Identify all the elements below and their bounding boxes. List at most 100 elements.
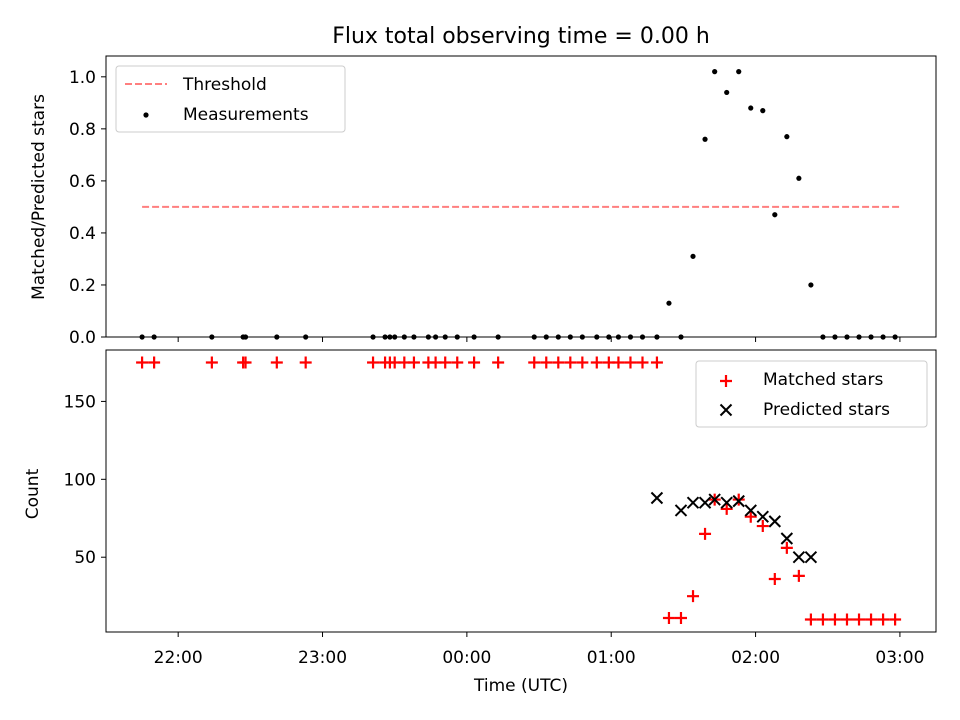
bottom-data-point [624,356,637,369]
bottom-data-point [744,510,757,523]
top-data-point [808,282,814,288]
bottom-data-point [853,613,866,626]
bottom-data-point [840,613,853,626]
bottom-data-point [780,541,793,554]
legend-threshold-label: Threshold [182,75,267,95]
bottom-data-point [636,356,649,369]
bottom-data-point [451,356,464,369]
bottom-data-point [708,493,721,506]
x-axis-label: Time (UTC) [473,676,568,696]
legend-matched-swatch [720,375,732,387]
chart-title: Flux total observing time = 0.00 h [332,24,710,49]
bottom-panel: 22:00 23:00 00:00 01:00 02:00 03:00 50 100 150 Ma… [64,349,937,668]
top-data-point [748,105,754,111]
bottom-data-point [792,569,805,582]
legend-measurements-swatch [143,112,149,118]
bottom-series-plus [136,356,902,626]
x-tick-label: 00:00 [442,648,491,668]
bottom-data-point [650,491,664,505]
x-tick-label: 02:00 [731,648,780,668]
bottom-y-tick-label: 50 [74,548,96,568]
legend-measurements-label: Measurements [183,105,309,125]
bottom-y-tick-label: 150 [64,392,96,412]
top-y-tick-label: 0.8 [69,120,96,140]
bottom-data-point [136,356,149,369]
bottom-data-point [612,356,625,369]
top-y-tick-label: 0.0 [69,328,96,348]
bottom-data-point [270,356,283,369]
bottom-data-point [732,493,745,506]
bottom-data-point [756,510,769,523]
top-series-dot [139,69,898,340]
bottom-legend: Matched stars Predicted stars [695,360,928,428]
top-y-tick-label: 1.0 [69,68,96,88]
bottom-data-point [687,590,700,603]
top-data-point [712,69,718,75]
top-data-point [724,89,730,96]
bottom-data-point [816,613,829,626]
bottom-data-point [699,527,712,540]
legend-box [115,65,346,133]
top-data-point [666,300,672,306]
legend-predicted-swatch [719,403,733,417]
top-y-tick-label: 0.2 [69,276,96,296]
top-data-point [784,134,790,140]
bottom-series-x [650,491,818,564]
bottom-data-point [780,532,794,545]
bottom-data-point [674,611,687,624]
bottom-data-point [662,611,675,624]
top-panel: 0.0 0.2 0.4 0.6 0.8 1.0 Threshold Measurements [69,55,937,348]
bottom-data-point [650,356,663,369]
top-data-point [690,253,696,259]
bottom-data-point [439,356,452,369]
legend-box [695,360,928,428]
bottom-data-point [732,494,745,508]
bottom-data-point [792,551,806,564]
bottom-data-point [540,356,553,369]
x-tick-label: 22:00 [154,648,203,668]
bottom-data-point [768,515,782,528]
top-axes-frame [105,55,937,338]
bottom-data-point [367,356,380,369]
bottom-data-point [674,504,688,517]
bottom-data-point [744,504,757,517]
bottom-data-point [768,573,781,586]
bottom-data-point [720,502,733,515]
bottom-data-point [552,356,565,369]
x-tick-label: 01:00 [587,648,636,668]
top-data-point [772,212,778,218]
bottom-data-point [205,356,218,369]
legend-predicted-label: Predicted stars [763,400,890,420]
top-data-point [796,175,802,181]
bottom-data-point [804,613,817,626]
bottom-data-point [756,520,769,533]
top-data-point [702,136,708,142]
legend-matched-label: Matched stars [763,370,883,390]
top-data-point [736,69,742,75]
bottom-data-point [720,496,733,509]
x-tick-label: 03:00 [875,648,924,668]
bottom-data-point [468,356,481,369]
bottom-data-point [299,356,312,369]
bottom-data-point [492,356,505,369]
bottom-data-point [576,356,589,369]
bottom-axes-frame [105,349,937,633]
bottom-data-point [877,613,890,626]
bottom-y-axis-label: Count [23,468,43,519]
bottom-data-point [407,356,420,369]
bottom-data-point [590,356,603,369]
bottom-data-point [865,613,878,626]
top-y-tick-label: 0.4 [69,224,96,244]
bottom-data-point [528,356,541,369]
top-data-point [760,108,766,114]
top-legend: Threshold Measurements [115,65,346,133]
bottom-data-point [889,613,902,626]
bottom-data-point [239,356,252,369]
bottom-data-point [686,496,700,509]
top-y-tick-label: 0.6 [69,172,96,192]
bottom-data-point [804,551,818,564]
bottom-data-point [148,356,161,369]
x-tick-label: 23:00 [298,648,347,668]
bottom-data-point [698,496,712,509]
